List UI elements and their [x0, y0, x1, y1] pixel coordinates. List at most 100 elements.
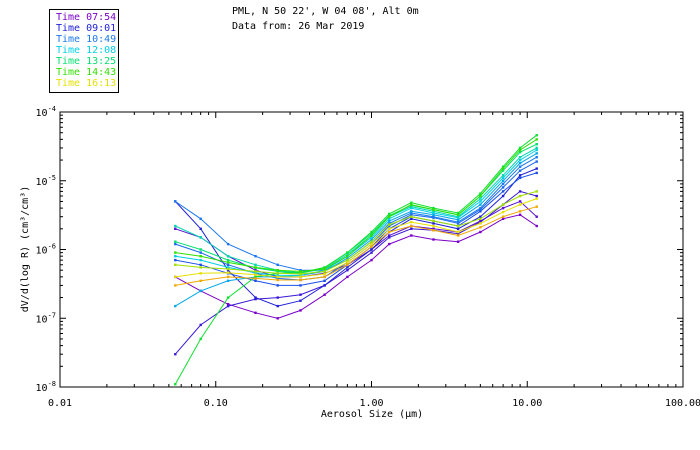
- data-point: [432, 227, 435, 230]
- data-point: [501, 217, 505, 220]
- data-point: [299, 271, 302, 274]
- data-point: [501, 210, 505, 214]
- data-point: [432, 238, 435, 241]
- y-tick-label: 10-5: [36, 174, 56, 188]
- data-point: [299, 272, 302, 276]
- data-point: [226, 296, 230, 299]
- data-point: [410, 220, 413, 224]
- data-point: [432, 219, 435, 223]
- x-tick-label: 100.00: [665, 398, 700, 409]
- legend-entry: Time 12:08: [56, 45, 117, 56]
- data-point: [518, 200, 522, 203]
- data-point: [174, 200, 177, 203]
- data-point: [174, 224, 177, 228]
- data-point: [456, 213, 460, 216]
- data-point: [174, 304, 177, 308]
- data-point: [299, 275, 302, 279]
- data-point: [346, 263, 349, 266]
- data-point: [199, 263, 202, 266]
- data-point: [254, 296, 257, 299]
- data-point: [226, 304, 230, 308]
- data-point: [410, 217, 413, 220]
- data-point: [501, 169, 505, 172]
- data-point: [479, 230, 482, 234]
- data-point: [479, 206, 482, 210]
- legend-entry: Time 16:13: [56, 78, 117, 89]
- y-tick-label: 10-4: [36, 105, 56, 119]
- data-point: [174, 227, 177, 230]
- data-point: [535, 215, 538, 218]
- data-point: [254, 297, 257, 301]
- data-point: [501, 167, 505, 170]
- data-point: [535, 143, 538, 146]
- data-point: [518, 162, 522, 165]
- data-point: [388, 212, 391, 216]
- data-point: [199, 272, 202, 275]
- data-point: [518, 151, 522, 154]
- data-point: [479, 200, 482, 203]
- data-point: [501, 186, 505, 189]
- data-point: [199, 248, 202, 251]
- data-point: [276, 270, 279, 273]
- data-point: [535, 190, 538, 193]
- data-point: [535, 138, 538, 141]
- data-point: [346, 275, 349, 279]
- data-point: [299, 284, 302, 287]
- data-point: [276, 277, 279, 280]
- y-tick-label: 10-8: [36, 380, 56, 394]
- data-point: [323, 279, 326, 282]
- series-layer: [174, 134, 538, 386]
- data-point: [388, 242, 391, 246]
- station-title: PML, N 50 22', W 04 08', Alt 0m: [232, 6, 419, 17]
- data-point: [456, 220, 460, 224]
- data-point: [370, 240, 373, 243]
- data-point: [432, 215, 435, 218]
- data-point: [199, 255, 202, 258]
- data-point: [226, 267, 230, 271]
- data-point: [174, 263, 177, 266]
- legend-entry: Time 10:49: [56, 34, 117, 45]
- data-point: [199, 266, 202, 269]
- data-point: [299, 274, 302, 277]
- data-point: [479, 226, 482, 229]
- data-point: [501, 165, 505, 168]
- data-point: [501, 206, 505, 210]
- data-point: [323, 266, 326, 269]
- data-point: [276, 275, 279, 279]
- x-tick-label: 1.00: [359, 398, 383, 409]
- data-point: [535, 205, 538, 208]
- data-point: [199, 323, 202, 327]
- data-point: [501, 190, 505, 193]
- data-point: [388, 223, 391, 226]
- data-point: [518, 190, 522, 193]
- data-point: [226, 266, 230, 269]
- data-point: [199, 289, 202, 293]
- data-point: [323, 275, 326, 279]
- data-point: [501, 176, 505, 180]
- data-point: [299, 299, 302, 302]
- data-point: [323, 267, 326, 271]
- legend-entry: Time 09:01: [56, 23, 117, 34]
- data-point: [276, 269, 279, 272]
- data-point: [346, 255, 349, 258]
- data-point: [456, 227, 460, 230]
- data-point: [410, 227, 413, 230]
- data-point: [370, 238, 373, 241]
- data-point: [535, 171, 538, 175]
- data-point: [226, 303, 230, 306]
- data-point: [346, 256, 349, 260]
- data-point: [479, 192, 482, 195]
- data-point: [432, 208, 435, 211]
- series-line: [175, 214, 537, 319]
- data-point: [456, 232, 460, 235]
- data-point: [226, 275, 230, 279]
- data-point: [410, 234, 413, 237]
- data-point: [299, 293, 302, 296]
- data-point: [501, 174, 505, 177]
- data-point: [174, 240, 177, 243]
- data-point: [254, 279, 257, 282]
- data-point: [199, 258, 202, 262]
- data-point: [479, 210, 482, 213]
- data-point: [501, 182, 505, 186]
